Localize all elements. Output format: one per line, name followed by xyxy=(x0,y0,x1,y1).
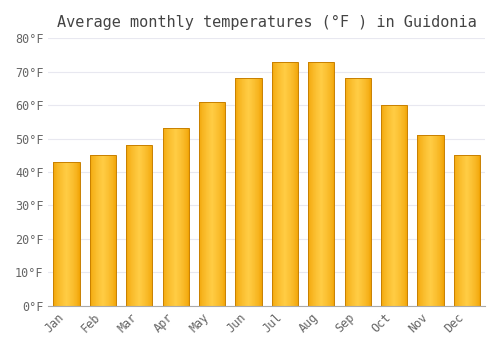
Bar xyxy=(54,162,80,306)
Bar xyxy=(381,105,407,306)
Bar xyxy=(454,155,480,306)
Bar xyxy=(272,62,298,306)
Bar xyxy=(126,145,152,306)
Bar xyxy=(162,128,189,306)
Bar xyxy=(90,155,116,306)
Title: Average monthly temperatures (°F ) in Guidonia: Average monthly temperatures (°F ) in Gu… xyxy=(57,15,476,30)
Bar xyxy=(418,135,444,306)
Bar xyxy=(308,62,334,306)
Bar xyxy=(236,78,262,306)
Bar xyxy=(344,78,370,306)
Bar xyxy=(199,102,225,306)
